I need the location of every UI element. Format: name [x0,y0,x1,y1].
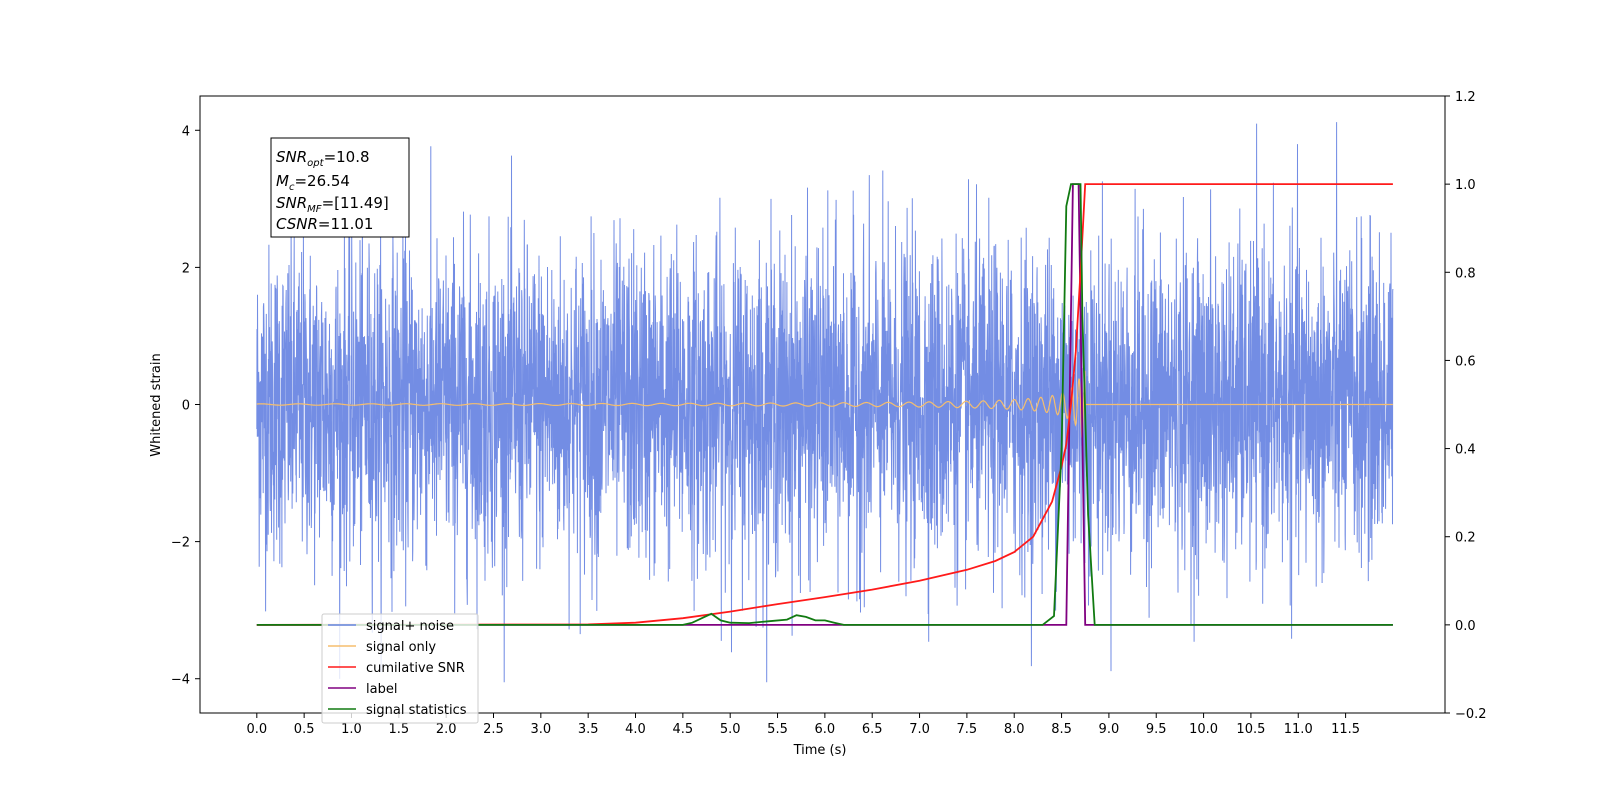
x-tick-label: 9.0 [1099,722,1120,737]
y2-tick-label: −0.2 [1455,707,1487,722]
x-tick-label: 5.0 [720,722,741,737]
y2-tick-label: 1.2 [1455,90,1476,105]
x-tick-label: 4.5 [673,722,694,737]
x-tick-label: 7.5 [957,722,978,737]
y-tick-label: 4 [182,124,190,139]
x-tick-label: 6.0 [815,722,836,737]
x-tick-label: 10.0 [1189,722,1218,737]
y-tick-label: −2 [171,536,190,551]
y-tick-label: 0 [182,399,190,414]
snr-mf-line: SNRMF=[11.49] [276,194,389,215]
x-tick-label: 5.5 [767,722,788,737]
x-tick-label: 3.0 [530,722,551,737]
y2-tick-label: 0.6 [1455,354,1476,369]
x-tick-label: 7.0 [909,722,930,737]
x-tick-label: 1.0 [341,722,362,737]
x-tick-label: 8.0 [1004,722,1025,737]
x-tick-label: 1.5 [388,722,409,737]
y-axis-left: 4 2 0 −2 −4 [171,124,200,687]
x-tick-label: 3.5 [578,722,599,737]
legend-cumulative-snr: cumilative SNR [366,661,465,676]
y2-tick-label: 1.0 [1455,178,1476,193]
y-axis-label: Whitened strain [149,353,164,456]
x-tick-label: 0.5 [294,722,315,737]
snr-opt-line: SNRopt=10.8 [276,148,370,169]
legend-signal-statistics: signal statistics [366,703,467,718]
info-box: SNRopt=10.8 Mc=26.54 SNRMF=[11.49] CSNR=… [271,138,409,237]
x-tick-label: 11.0 [1284,722,1313,737]
y2-tick-label: 0.0 [1455,619,1476,634]
legend-signal-only: signal only [366,640,436,655]
x-tick-label: 8.5 [1051,722,1072,737]
y-tick-label: 2 [182,261,190,276]
x-tick-label: 10.5 [1236,722,1265,737]
csnr-line: CSNR=11.01 [276,215,373,233]
y2-tick-label: 0.8 [1455,266,1476,281]
y-tick-label: −4 [171,673,190,688]
y2-tick-label: 0.2 [1455,531,1476,546]
x-tick-label: 9.5 [1146,722,1167,737]
legend-label: label [366,682,397,697]
x-tick-label: 11.5 [1331,722,1360,737]
x-tick-label: 2.0 [436,722,457,737]
x-tick-label: 2.5 [483,722,504,737]
x-tick-label: 0.0 [246,722,267,737]
x-tick-label: 4.0 [625,722,646,737]
legend-signal-noise: signal+ noise [366,619,454,634]
legend: signal+ noise signal only cumilative SNR… [322,614,478,723]
x-tick-label: 6.5 [862,722,883,737]
y2-tick-label: 0.4 [1455,443,1476,458]
mc-line: Mc=26.54 [276,172,350,193]
x-axis-label: Time (s) [793,743,847,758]
y-axis-right: 1.2 1.0 0.8 0.6 0.4 0.2 0.0 −0.2 [1445,90,1487,722]
